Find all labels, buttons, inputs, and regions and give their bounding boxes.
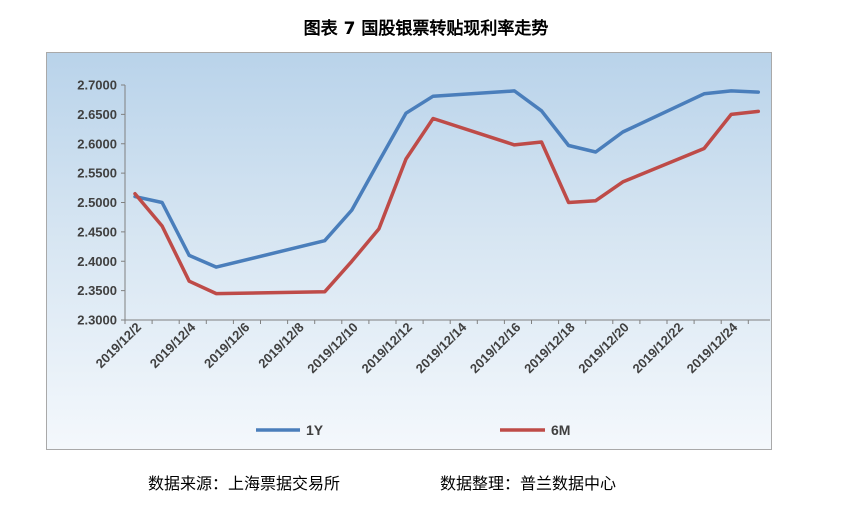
data-source-text: 数据来源：上海票据交易所 [148,474,341,493]
y-tick-label: 2.4500 [77,224,117,239]
y-tick-label: 2.3500 [77,283,117,298]
x-tick-label: 2019/12/16 [467,320,524,377]
y-tick-label: 2.7000 [77,78,117,93]
y-tick-label: 2.4000 [77,254,117,269]
y-tick-label: 2.6500 [77,107,117,122]
x-axis: 2019/12/2 2019/12/4 2019/12/6 2019/12/82019… [93,319,770,376]
series-layer [133,89,761,296]
x-tick-label: 2019/12/20 [575,320,632,377]
y-tick-label: 2.3000 [77,313,117,328]
x-tick-label: 2019/12/22 [629,320,686,377]
series-line-6M [133,109,761,296]
legend-label-6M: 6M [551,422,570,438]
x-tick-label: 2019/12/4 [147,319,199,371]
chart-title: 图表 7 国股银票转贴现利率走势 [303,19,549,39]
x-tick-label: 2019/12/8 [255,320,307,372]
x-tick-label: 2019/12/24 [684,319,741,376]
y-axis: 2.7000 2.6500 2.6000 2.5500 2.5000 2.4500 2.40… [77,78,126,328]
x-tick-label: 2019/12/18 [521,320,578,377]
x-tick-label: 2019/12/14 [413,319,470,376]
y-tick-label: 2.6000 [77,136,117,151]
y-tick-label: 2.5000 [77,195,117,210]
data-compiler-text: 数据整理：普兰数据中心 [440,474,617,493]
x-tick-label: 2019/12/6 [201,320,253,372]
x-tick-label: 2019/12/10 [304,320,361,377]
y-tick-label: 2.5500 [77,166,117,181]
x-tick-label: 2019/12/12 [358,320,415,377]
legend-label-1Y: 1Y [306,422,324,438]
series-line-1Y [133,89,761,269]
legend: 1Y 6M [256,422,570,438]
